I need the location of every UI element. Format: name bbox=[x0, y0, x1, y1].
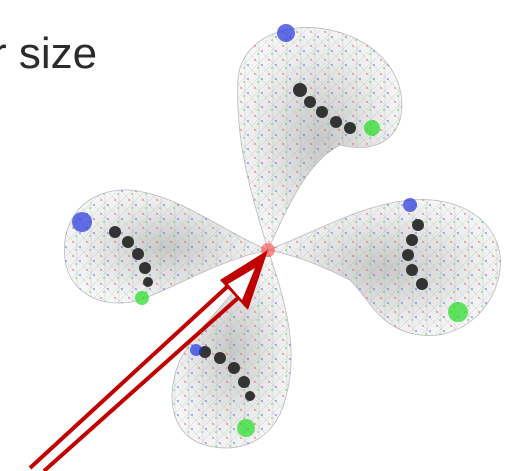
bead-chain bbox=[109, 83, 428, 401]
arrow bbox=[28, 250, 268, 471]
arrow-shaft bbox=[28, 284, 230, 470]
caption: r size bbox=[0, 29, 97, 78]
arrow-shaft bbox=[42, 296, 240, 471]
color-spots bbox=[72, 24, 468, 437]
lobe-web bbox=[64, 189, 269, 304]
arrow-head-inner bbox=[228, 268, 255, 300]
lobe-web bbox=[237, 27, 402, 250]
lobe-web bbox=[172, 250, 292, 448]
fractal-lobes bbox=[63, 24, 501, 449]
lobe-web bbox=[268, 199, 501, 336]
